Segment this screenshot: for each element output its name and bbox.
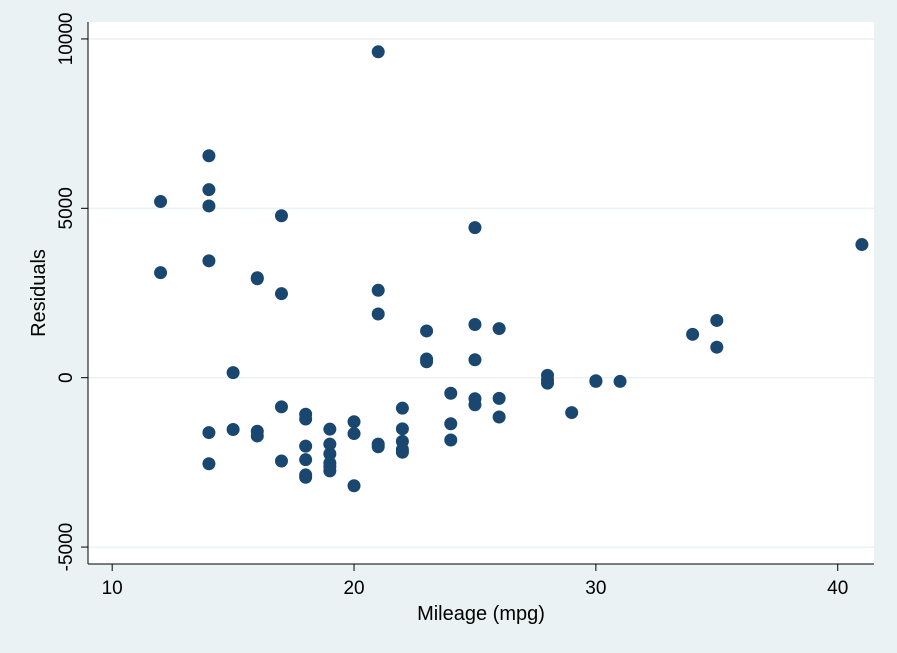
x-axis-label: Mileage (mpg) xyxy=(417,603,545,625)
y-tick-label: 0 xyxy=(56,372,77,383)
data-point xyxy=(323,437,337,451)
x-axis-ticks: 10 20 30 40 xyxy=(102,564,848,599)
data-point xyxy=(395,422,409,436)
data-point xyxy=(371,307,385,321)
data-point xyxy=(274,400,288,414)
data-point xyxy=(347,479,361,493)
y-tick-label: -5000 xyxy=(56,523,77,572)
data-point xyxy=(202,149,216,163)
data-point xyxy=(202,199,216,213)
data-point xyxy=(347,427,361,441)
data-point xyxy=(420,355,434,369)
data-point xyxy=(202,254,216,268)
data-point xyxy=(613,374,627,388)
data-point xyxy=(323,447,337,461)
data-point xyxy=(420,324,434,338)
x-tick-label: 10 xyxy=(102,578,123,599)
data-point xyxy=(154,266,168,280)
data-point xyxy=(154,195,168,209)
data-point xyxy=(299,470,313,484)
y-axis-label: Residuals xyxy=(28,249,50,337)
data-point xyxy=(371,440,385,454)
data-point xyxy=(226,366,240,380)
data-point xyxy=(468,221,482,235)
data-point xyxy=(468,353,482,367)
data-point xyxy=(492,410,506,424)
data-point xyxy=(202,457,216,471)
data-point xyxy=(347,415,361,429)
data-point xyxy=(565,406,579,420)
data-point xyxy=(299,453,313,467)
data-point xyxy=(274,454,288,468)
data-point xyxy=(299,439,313,453)
data-point xyxy=(323,464,337,478)
data-point xyxy=(710,340,724,354)
data-point xyxy=(395,445,409,459)
data-point xyxy=(226,423,240,437)
data-points xyxy=(154,45,869,493)
data-point xyxy=(492,322,506,336)
data-point xyxy=(444,433,458,447)
x-tick-label: 30 xyxy=(585,578,606,599)
data-point xyxy=(202,426,216,440)
data-point xyxy=(444,417,458,431)
data-point xyxy=(371,283,385,297)
plot-area xyxy=(88,22,874,564)
data-point xyxy=(274,209,288,223)
data-point xyxy=(250,429,264,443)
data-point xyxy=(444,386,458,400)
data-point xyxy=(299,412,313,426)
data-point xyxy=(855,238,869,252)
data-point xyxy=(589,374,603,388)
grid-lines xyxy=(88,38,874,548)
data-point xyxy=(250,272,264,286)
data-point xyxy=(202,183,216,197)
data-point xyxy=(468,398,482,412)
x-tick-label: 20 xyxy=(343,578,364,599)
data-point xyxy=(371,45,385,59)
y-tick-label: 5000 xyxy=(56,187,77,229)
data-point xyxy=(541,376,555,390)
data-point xyxy=(395,401,409,415)
data-point xyxy=(710,313,724,327)
data-point xyxy=(686,327,700,341)
data-point xyxy=(492,391,506,405)
data-point xyxy=(274,287,288,301)
y-tick-label: 10000 xyxy=(56,13,77,66)
x-tick-label: 40 xyxy=(827,578,848,599)
data-point xyxy=(468,318,482,332)
y-axis-ticks: -5000 0 5000 10000 xyxy=(56,13,88,572)
data-point xyxy=(323,422,337,436)
